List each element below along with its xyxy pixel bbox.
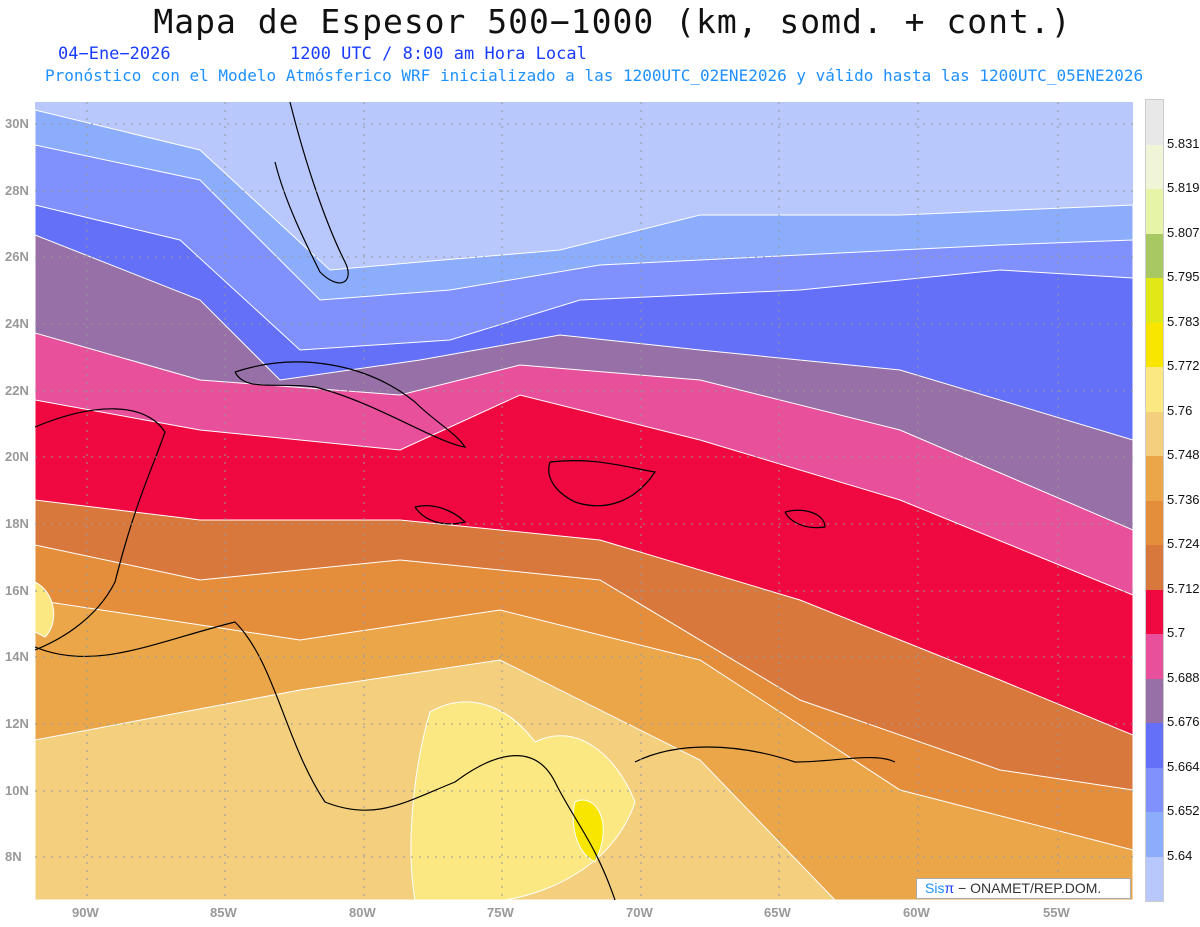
thickness-maximum (410, 701, 636, 900)
lat-label: 30N (5, 116, 29, 131)
coastline (784, 509, 826, 529)
colorbar-label: 5.831 (1167, 135, 1200, 151)
credit-pi: π (944, 880, 955, 896)
colorbar-label: 5.664 (1167, 758, 1200, 774)
coastline (35, 621, 616, 900)
lat-label: 8N (5, 849, 22, 864)
colorbar-swatch (1146, 589, 1163, 634)
forecast-date: 04−Ene−2026 (58, 44, 171, 64)
lon-label: 70W (626, 905, 653, 920)
model-subtitle: Pronóstico con el Modelo Atmósferico WRF… (45, 66, 1144, 85)
colorbar-swatch (1146, 189, 1163, 234)
lat-label: 28N (5, 183, 29, 198)
colorbar-swatch (1146, 545, 1163, 590)
credit-box: Sisπ − ONAMET/REP.DOM. (916, 878, 1131, 899)
colorbar-swatch (1146, 456, 1163, 501)
lat-label: 18N (5, 516, 29, 531)
lon-label: 55W (1043, 905, 1070, 920)
lon-label: 80W (349, 905, 376, 920)
colorbar-swatch (1146, 634, 1163, 679)
colorbar-label: 5.795 (1167, 269, 1200, 284)
colorbar-swatch (1146, 100, 1163, 145)
colorbar-label: 5.736 (1167, 491, 1200, 507)
coastline (274, 102, 349, 284)
colorbar-label: 5.64 (1167, 847, 1193, 863)
colorbar-label: 5.819 (1167, 180, 1200, 195)
forecast-time: 1200 UTC / 8:00 am Hora Local (290, 44, 587, 64)
lon-label: 60W (903, 905, 930, 920)
lat-label: 24N (5, 316, 29, 331)
colorbar-label: 5.7 (1167, 625, 1186, 640)
colorbar-label: 5.76 (1167, 402, 1193, 418)
colorbar (1145, 99, 1164, 902)
colorbar-label: 5.652 (1167, 803, 1200, 818)
credit-org: − ONAMET/REP.DOM. (954, 880, 1102, 896)
lat-label: 22N (5, 383, 29, 398)
lat-label: 26N (5, 249, 29, 264)
lon-label: 85W (210, 905, 237, 920)
lat-label: 10N (5, 783, 29, 798)
coastline (234, 361, 467, 448)
colorbar-label: 5.676 (1167, 714, 1200, 729)
colorbar-label: 5.724 (1167, 536, 1200, 551)
colorbar-swatch (1146, 367, 1163, 412)
colorbar-swatch (1146, 144, 1163, 189)
colorbar-swatch (1146, 411, 1163, 456)
coastline (414, 505, 467, 525)
colorbar-swatch (1146, 500, 1163, 545)
lat-label: 16N (5, 583, 29, 598)
colorbar-swatch (1146, 322, 1163, 367)
lon-label: 65W (764, 905, 791, 920)
colorbar-swatch (1146, 233, 1163, 278)
colorbar-label: 5.783 (1167, 313, 1200, 329)
colorbar-label: 5.712 (1167, 580, 1200, 596)
colorbar-swatch (1146, 856, 1163, 901)
colorbar-label: 5.748 (1167, 447, 1200, 462)
colorbar-label: 5.772 (1167, 358, 1200, 373)
colorbar-swatch (1146, 812, 1163, 857)
colorbar-swatch (1146, 678, 1163, 723)
colorbar-label: 5.688 (1167, 669, 1200, 685)
coastline (634, 746, 896, 763)
lon-label: 75W (487, 905, 514, 920)
coastline (548, 460, 657, 507)
lon-label: 90W (72, 905, 99, 920)
lat-label: 12N (5, 716, 29, 731)
credit-brand: Sis (925, 880, 945, 896)
thickness-maximum (572, 799, 604, 863)
map-title: Mapa de Espesor 500−1000 (km, somd. + co… (153, 2, 1072, 41)
lat-label: 14N (5, 649, 29, 664)
colorbar-label: 5.807 (1167, 224, 1200, 240)
thickness-map (35, 102, 1133, 900)
coastline (35, 408, 166, 651)
lat-label: 20N (5, 449, 29, 464)
colorbar-swatch (1146, 767, 1163, 812)
colorbar-swatch (1146, 278, 1163, 323)
colorbar-swatch (1146, 723, 1163, 768)
thickness-maximum (35, 581, 55, 638)
